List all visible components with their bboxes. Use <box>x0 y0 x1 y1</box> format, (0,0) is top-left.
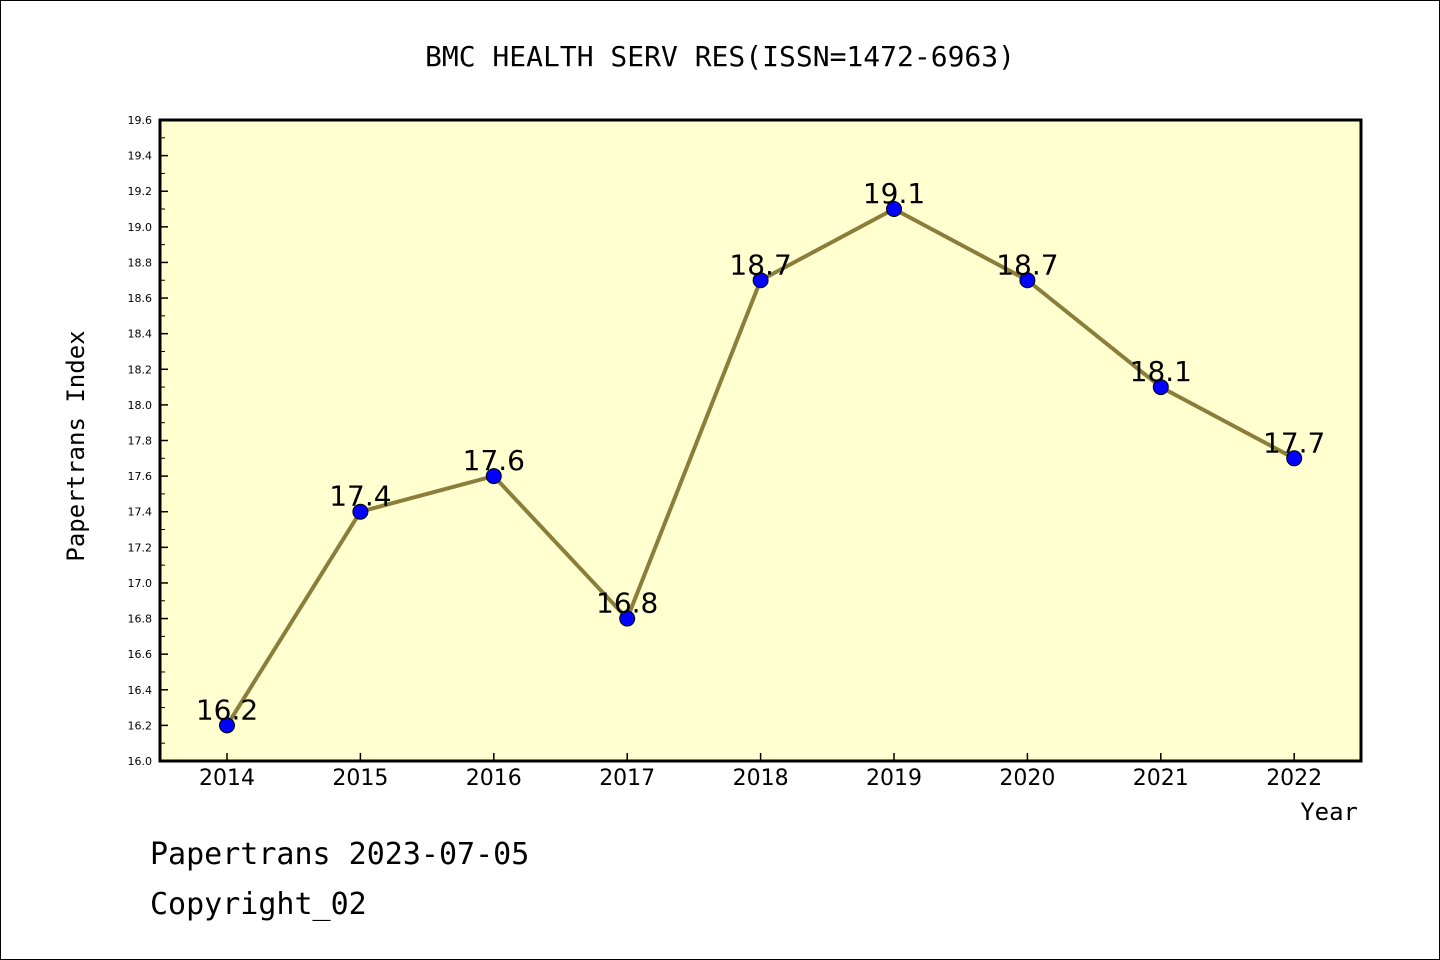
data-label: 19.1 <box>863 177 925 210</box>
data-labels: 16.2 17.4 17.6 16.8 18.7 19.1 18.7 18.1 17.7 <box>196 177 1326 726</box>
y-axis-title: Papertrans Index <box>62 330 90 561</box>
data-label: 17.4 <box>329 480 391 513</box>
data-point <box>485 468 502 485</box>
y-tick-label: 16.6 <box>128 648 153 661</box>
x-axis: 2014 2015 2016 2017 2018 2019 2020 2021 2022 <box>199 753 1322 791</box>
x-tick-label: 2017 <box>599 766 655 791</box>
data-point <box>352 503 369 520</box>
data-label: 16.8 <box>596 587 658 620</box>
x-tick-label: 2021 <box>1133 766 1189 791</box>
data-point <box>752 272 769 289</box>
y-tick-label: 18.4 <box>128 328 153 341</box>
y-tick-label: 16.4 <box>128 684 153 697</box>
footer-copyright: Copyright_02 <box>150 887 367 922</box>
y-tick-label: 16.8 <box>128 613 153 626</box>
y-tick-label: 16.2 <box>128 719 153 732</box>
data-point <box>1152 379 1169 396</box>
y-tick-label: 18.6 <box>128 292 153 305</box>
data-label: 18.1 <box>1130 355 1192 388</box>
y-axis: 16.0 16.2 16.4 16.6 16.8 17.0 17.2 17.4 17.6 17.8… <box>128 114 168 768</box>
y-tick-label: 16.0 <box>128 755 153 768</box>
y-tick-label: 17.2 <box>128 541 153 554</box>
x-tick-label: 2016 <box>466 766 522 791</box>
y-tick-label: 19.2 <box>128 185 153 198</box>
y-tick-label: 19.6 <box>128 114 153 127</box>
y-tick-label: 19.4 <box>128 150 153 163</box>
data-label: 18.7 <box>996 248 1058 281</box>
x-tick-label: 2015 <box>332 766 388 791</box>
chart-title: BMC HEALTH SERV RES(ISSN=1472-6963) <box>425 40 1015 73</box>
y-tick-label: 19.0 <box>128 221 153 234</box>
data-point <box>1286 450 1303 467</box>
x-axis-title: Year <box>1300 798 1358 826</box>
data-label: 16.2 <box>196 693 258 726</box>
x-tick-label: 2020 <box>999 766 1055 791</box>
footer-date: Papertrans 2023-07-05 <box>150 837 529 872</box>
y-tick-label: 18.0 <box>128 399 153 412</box>
x-tick-label: 2022 <box>1266 766 1322 791</box>
x-tick-label: 2018 <box>733 766 789 791</box>
y-tick-label: 17.6 <box>128 470 153 483</box>
markers <box>219 201 1303 734</box>
y-tick-label: 18.2 <box>128 363 153 376</box>
data-point <box>619 610 636 627</box>
x-tick-label: 2014 <box>199 766 255 791</box>
y-tick-label: 17.4 <box>128 506 153 519</box>
x-tick-label: 2019 <box>866 766 922 791</box>
y-tick-label: 17.0 <box>128 577 153 590</box>
data-label: 17.6 <box>463 444 525 477</box>
data-point <box>1019 272 1036 289</box>
y-tick-label: 18.8 <box>128 256 153 269</box>
data-point <box>219 717 235 734</box>
data-point <box>886 201 902 218</box>
y-tick-label: 17.8 <box>128 435 153 448</box>
data-label: 18.7 <box>729 248 791 281</box>
data-label: 17.7 <box>1263 426 1325 459</box>
plot-area <box>158 118 1363 763</box>
